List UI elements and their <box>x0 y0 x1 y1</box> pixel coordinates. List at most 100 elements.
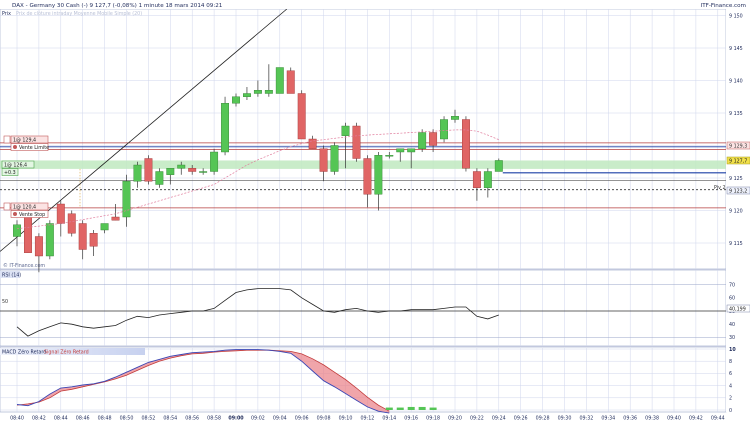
macd-label: MACD Zéro Retard <box>2 349 46 356</box>
candle-body-up <box>440 119 448 140</box>
position-tag[interactable]: 1@ 126,4 <box>1 160 35 169</box>
candle[interactable] <box>483 168 492 198</box>
candle[interactable] <box>440 116 448 143</box>
rsi-tick-label: 60 <box>729 296 735 302</box>
candle-body-down <box>56 203 65 224</box>
candle[interactable] <box>210 148 219 175</box>
candle[interactable] <box>462 116 470 172</box>
candle[interactable] <box>232 93 240 107</box>
candle[interactable] <box>177 161 186 175</box>
candle[interactable] <box>472 168 481 201</box>
order-stop-button[interactable]: Vente Stop <box>10 210 49 219</box>
candle[interactable] <box>275 67 284 94</box>
order-stop-qty: 1@ 120,4 <box>13 205 36 211</box>
candle-body-down <box>363 158 372 195</box>
candle-body-up <box>13 224 21 237</box>
candle-body-up <box>210 151 219 172</box>
candle-body-up <box>275 67 284 94</box>
candle[interactable] <box>253 80 262 97</box>
candle[interactable] <box>188 165 197 175</box>
candle[interactable] <box>319 145 328 182</box>
candle[interactable] <box>418 129 427 152</box>
candle-body-down <box>24 216 32 253</box>
x-tick-label: 09:38 <box>645 416 659 422</box>
candle[interactable] <box>166 168 175 185</box>
candle[interactable] <box>330 142 339 175</box>
candle-body-up <box>374 155 383 195</box>
price-pane[interactable] <box>0 8 727 270</box>
x-tick-label: 09:36 <box>623 416 637 422</box>
candle[interactable] <box>13 220 21 247</box>
candle[interactable] <box>78 220 87 260</box>
x-tick-label: 08:56 <box>185 416 199 422</box>
candle-body-up <box>407 148 416 153</box>
candle[interactable] <box>374 152 383 211</box>
y-tick-label: 9 135 <box>729 111 743 117</box>
candle-body-down <box>352 125 361 159</box>
macd-histogram-bar <box>418 406 426 410</box>
candle[interactable] <box>34 233 43 273</box>
candle-body-down <box>472 171 481 188</box>
candle[interactable] <box>451 109 459 123</box>
candle[interactable] <box>242 87 251 100</box>
candle[interactable] <box>144 155 153 185</box>
candles-layer[interactable] <box>13 64 503 273</box>
candle[interactable] <box>396 148 405 162</box>
close-order-icon[interactable] <box>3 135 11 144</box>
rsi-line <box>16 288 499 337</box>
candle[interactable] <box>56 200 65 237</box>
macd-tick-label: 0 <box>729 408 732 414</box>
x-tick-label: 09:12 <box>360 416 374 422</box>
candle-body-up <box>451 116 459 120</box>
candle[interactable] <box>133 161 142 188</box>
x-tick-label: 09:10 <box>339 416 353 422</box>
candle[interactable] <box>122 174 131 227</box>
x-tick-label: 08:40 <box>10 416 24 422</box>
y-tick-label: 9 125 <box>729 176 743 182</box>
candle-body-down <box>462 119 470 169</box>
limit-price-tag: 9 129,3 <box>726 141 750 150</box>
candle[interactable] <box>89 230 98 256</box>
chart-title: DAX - Germany 30 Cash (-) 9 127,7 (-0,08… <box>12 3 223 9</box>
candle[interactable] <box>100 223 109 234</box>
candle-body-down <box>429 132 438 146</box>
order-stop-tag[interactable]: 1@ 120,4 <box>3 202 49 211</box>
grid-layer <box>0 9 726 412</box>
candle[interactable] <box>155 168 164 188</box>
candle[interactable] <box>363 155 372 208</box>
price-axis-area <box>726 9 750 412</box>
candle[interactable] <box>407 148 416 169</box>
x-tick-label: 09:30 <box>558 416 572 422</box>
candle-body-down <box>308 138 317 149</box>
candle[interactable] <box>199 168 208 175</box>
candle[interactable] <box>341 122 350 169</box>
last-price-text: 9 127,7 <box>729 159 747 165</box>
candle[interactable] <box>24 213 32 253</box>
candle[interactable] <box>67 210 76 237</box>
macd-histogram-bar <box>396 407 404 410</box>
candle[interactable] <box>308 135 317 149</box>
x-tick-label: 08:58 <box>207 416 221 422</box>
candle[interactable] <box>352 122 361 162</box>
candle[interactable] <box>264 64 273 97</box>
order-limit-label: Vente Limite <box>19 145 49 151</box>
candle-body-up <box>494 160 503 172</box>
candle[interactable] <box>286 67 295 94</box>
candle-body-up <box>122 181 131 218</box>
macd-tick-label: 2 <box>729 396 732 402</box>
rsi-pane[interactable] <box>0 269 727 347</box>
candle[interactable] <box>385 152 394 159</box>
candle[interactable] <box>111 204 120 221</box>
last-price-tag: 9 127,7 <box>726 156 750 165</box>
close-stop-icon[interactable] <box>3 202 11 211</box>
order-limit-tag[interactable]: 1@ 129,4 <box>3 135 49 144</box>
x-tick-label: 09:24 <box>492 416 506 422</box>
candle[interactable] <box>494 158 503 172</box>
order-limit-button[interactable]: Vente Limite <box>10 143 49 152</box>
candle[interactable] <box>45 220 54 260</box>
candle[interactable] <box>429 129 438 152</box>
candle[interactable] <box>297 90 306 140</box>
macd-tick-label: 10 <box>729 347 736 353</box>
candle[interactable] <box>221 96 230 156</box>
